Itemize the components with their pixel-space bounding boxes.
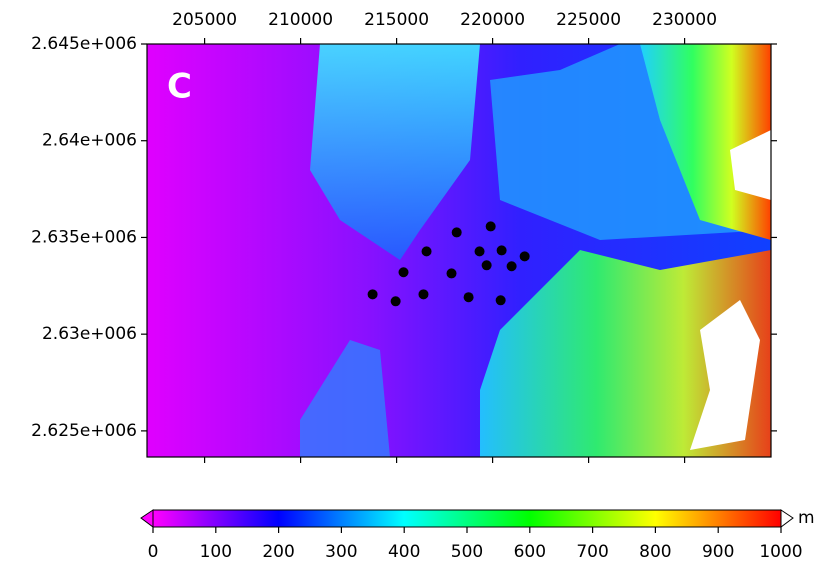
sample-point bbox=[519, 251, 530, 262]
sample-point bbox=[418, 289, 429, 300]
sample-point bbox=[481, 260, 492, 271]
colorbar-tick-label: 500 bbox=[451, 542, 483, 562]
colorbar-tick-label: 200 bbox=[262, 542, 294, 562]
colorbar-tick-label: 800 bbox=[639, 542, 671, 562]
sample-point bbox=[390, 296, 401, 307]
y-tick-label: 2.645e+006 bbox=[31, 34, 137, 54]
colorbar-low-arrow bbox=[140, 509, 154, 528]
sample-point bbox=[463, 292, 474, 303]
x-tick-label: 230000 bbox=[652, 10, 717, 30]
x-tick-label: 225000 bbox=[556, 10, 621, 30]
y-tick-label: 2.63e+006 bbox=[42, 324, 137, 344]
colorbar-tick-label: 100 bbox=[200, 542, 232, 562]
terrain bbox=[147, 44, 771, 457]
sample-point bbox=[496, 245, 507, 256]
x-tick-label: 210000 bbox=[268, 10, 333, 30]
sample-point bbox=[474, 246, 485, 257]
sample-point bbox=[367, 289, 378, 300]
x-tick-label: 215000 bbox=[364, 10, 429, 30]
colorbar-tick-label: 600 bbox=[514, 542, 546, 562]
x-tick-label: 220000 bbox=[460, 10, 525, 30]
sample-point bbox=[495, 295, 506, 306]
colorbar-tick-label: 1000 bbox=[759, 542, 802, 562]
sample-point bbox=[451, 227, 462, 238]
y-tick-label: 2.64e+006 bbox=[42, 131, 137, 151]
colorbar bbox=[152, 509, 782, 528]
colorbar-tick-label: 0 bbox=[148, 542, 159, 562]
sample-point bbox=[446, 268, 457, 279]
colorbar-tick-label: 400 bbox=[388, 542, 420, 562]
colorbar-tick-label: 900 bbox=[702, 542, 734, 562]
x-tick-label: 205000 bbox=[172, 10, 237, 30]
sample-point bbox=[506, 261, 517, 272]
sample-point bbox=[485, 221, 496, 232]
colorbar-tick-label: 300 bbox=[325, 542, 357, 562]
colorbar-tick-label: 700 bbox=[576, 542, 608, 562]
colorbar-high-arrow bbox=[780, 509, 794, 528]
plot-frame bbox=[146, 43, 772, 458]
colorbar-unit: m bbox=[798, 508, 815, 528]
y-tick-label: 2.625e+006 bbox=[31, 421, 137, 441]
sample-point bbox=[421, 246, 432, 257]
sample-point bbox=[398, 267, 409, 278]
y-tick-label: 2.635e+006 bbox=[31, 227, 137, 247]
panel-label: C bbox=[167, 67, 192, 107]
